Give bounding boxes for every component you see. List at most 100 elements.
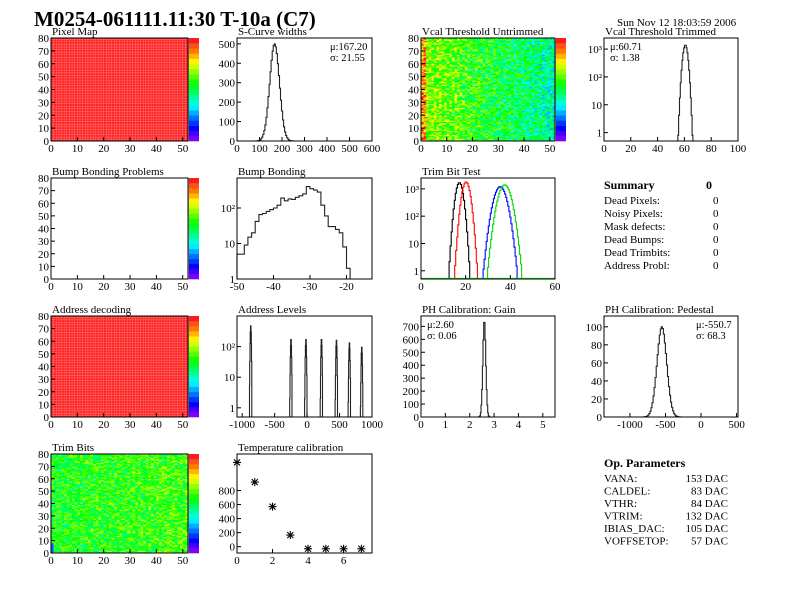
heatmap-cell xyxy=(472,74,476,76)
heatmap-cell xyxy=(431,77,435,80)
heatmap-cell xyxy=(457,106,460,108)
heatmap-cell xyxy=(449,130,453,133)
heatmap-cell xyxy=(444,43,448,45)
heatmap-cell xyxy=(488,95,491,98)
y-tick-label: 10 xyxy=(38,123,50,135)
heatmap-cell xyxy=(498,89,502,92)
heatmap-cell xyxy=(477,83,481,85)
heatmap-cell xyxy=(439,90,442,93)
heatmap-cell xyxy=(451,138,455,141)
heatmap-cell xyxy=(495,104,499,107)
heatmap-cell xyxy=(423,107,427,110)
heatmap-cell xyxy=(485,84,489,86)
heatmap-cell xyxy=(464,77,468,80)
heatmap-cell xyxy=(493,99,497,102)
heatmap-cell xyxy=(493,86,497,89)
x-tick-label: -500 xyxy=(265,419,286,431)
color-bar-step xyxy=(556,58,566,65)
stats-text: μ:167.20 xyxy=(330,42,367,53)
heatmap-cell xyxy=(449,59,453,62)
heatmap-cell xyxy=(467,95,471,98)
color-bar-step xyxy=(189,218,199,224)
heatmap-cell xyxy=(426,121,430,124)
heatmap-cell xyxy=(495,68,499,71)
heatmap-cell xyxy=(446,128,450,130)
heatmap-cell xyxy=(472,54,476,57)
heatmap-cell xyxy=(459,134,463,137)
heatmap-cell xyxy=(436,62,440,65)
heatmap-cell xyxy=(426,65,430,67)
heatmap-cell xyxy=(451,81,455,84)
heatmap-cell xyxy=(421,83,424,85)
heatmap-cell xyxy=(467,116,471,119)
heatmap-cell xyxy=(480,83,484,85)
heatmap-cell xyxy=(454,108,458,111)
color-bar-step xyxy=(189,361,199,367)
heatmap-cell xyxy=(433,98,437,101)
heatmap-cell xyxy=(446,112,450,115)
heatmap-cell xyxy=(426,88,430,90)
heatmap-cell xyxy=(451,90,455,93)
heatmap-cell xyxy=(436,103,440,106)
heatmap-cell xyxy=(462,133,466,135)
heatmap-cell xyxy=(421,61,424,63)
heatmap-cell xyxy=(475,40,478,43)
heatmap-cell xyxy=(451,92,455,94)
heatmap-cell xyxy=(449,115,453,117)
heatmap-cell xyxy=(459,75,463,77)
heatmap-cell xyxy=(482,89,486,92)
heatmap-cell xyxy=(439,45,442,48)
heatmap-cell xyxy=(488,62,491,65)
heatmap-cell xyxy=(472,72,476,75)
heatmap-cell xyxy=(477,120,481,122)
heatmap-cell xyxy=(467,104,471,107)
heatmap-cell xyxy=(469,124,473,126)
heatmap-cell xyxy=(467,54,471,57)
heatmap-cell xyxy=(477,90,481,93)
heatmap-cell xyxy=(444,124,448,126)
heatmap-cell xyxy=(495,108,499,111)
chart-title: PH Calibration: Pedestal xyxy=(605,304,714,316)
heatmap-cell xyxy=(467,137,471,139)
heatmap-cell xyxy=(482,79,486,81)
heatmap-cell xyxy=(428,134,432,137)
heatmap-cell xyxy=(441,124,445,126)
heatmap-cell xyxy=(464,81,468,84)
heatmap-cell xyxy=(469,134,473,137)
heatmap-cell xyxy=(426,98,430,101)
heatmap-cell xyxy=(467,92,471,94)
heatmap-cell xyxy=(485,47,489,49)
heatmap-cell xyxy=(423,126,427,129)
heatmap-cell xyxy=(459,102,463,104)
heatmap-cell xyxy=(457,94,460,97)
color-bar-step xyxy=(189,341,199,347)
heatmap-cell xyxy=(457,113,460,116)
color-bar-step xyxy=(189,208,199,214)
y-tick-label: 80 xyxy=(591,340,603,352)
heatmap-cell xyxy=(482,86,486,89)
heatmap-cell xyxy=(477,107,481,110)
heatmap-cell xyxy=(431,113,435,116)
heatmap-cell xyxy=(493,90,497,93)
heatmap-cell xyxy=(451,53,455,56)
heatmap-cell xyxy=(441,88,445,90)
heatmap-cell xyxy=(469,48,473,50)
heatmap-cell xyxy=(490,121,494,124)
heatmap-cell xyxy=(469,101,473,103)
heatmap-cell xyxy=(472,94,476,97)
heatmap-cell xyxy=(480,131,484,134)
heatmap-cell xyxy=(423,111,427,113)
heatmap-cell xyxy=(488,52,491,54)
heatmap-cell xyxy=(454,119,458,121)
heatmap-cell xyxy=(477,93,481,95)
heatmap-cell xyxy=(475,93,478,95)
color-bar-step xyxy=(189,38,199,44)
heatmap-cell xyxy=(421,66,424,68)
heatmap-cell xyxy=(467,59,471,62)
heatmap-cell xyxy=(459,76,463,79)
heatmap-cell xyxy=(439,58,442,61)
heatmap-cell xyxy=(441,44,445,47)
heatmap-cell xyxy=(441,79,445,81)
heatmap-cell xyxy=(444,102,448,104)
heatmap-cell xyxy=(421,93,424,95)
